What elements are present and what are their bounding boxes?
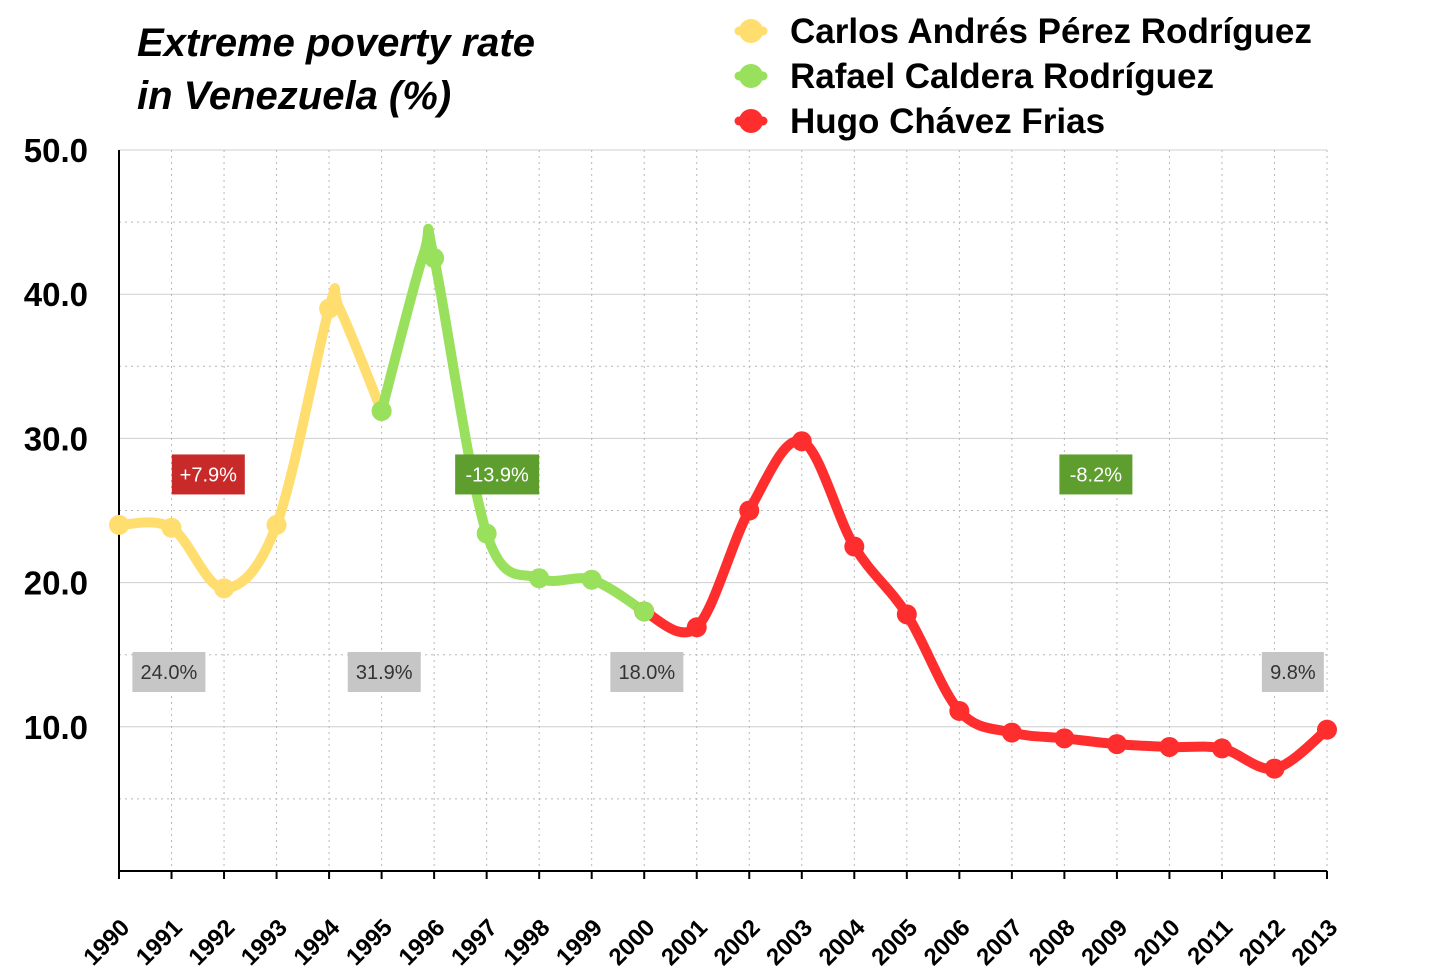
x-tick-label: 2008	[1024, 914, 1081, 971]
annotation-bg	[1261, 652, 1324, 693]
chart-title: Extreme poverty rate in Venezuela (%)	[137, 21, 535, 118]
annotation-bg	[132, 652, 206, 693]
x-tick-label: 1996	[394, 914, 451, 971]
data-point	[949, 700, 970, 721]
data-point	[214, 578, 235, 599]
x-tick-label: 1997	[446, 914, 503, 971]
legend: Carlos Andrés Pérez Rodríguez Rafael Cald…	[734, 12, 1312, 141]
x-tick-label: 2001	[656, 914, 713, 971]
x-tick-label: 2010	[1129, 914, 1186, 971]
legend-label: Hugo Chávez Frias	[790, 102, 1105, 141]
annotation-box: 9.8%	[1261, 652, 1324, 693]
annotation-label: 24.0%	[141, 662, 198, 684]
axes	[118, 150, 1328, 879]
tick-labels: 10.0 20.0 30.0 40.0 50.0 19901991199219931994…	[24, 132, 1343, 971]
annotation-label: -13.9%	[465, 464, 529, 486]
annotation-box: -13.9%	[455, 454, 540, 495]
annotation-box: 31.9%	[347, 652, 421, 693]
annotation-box: -8.2%	[1059, 454, 1133, 495]
legend-swatch-dot	[739, 19, 763, 43]
legend-entry: Hugo Chávez Frias	[734, 102, 1105, 141]
data-point	[371, 401, 392, 422]
y-tick-label: 10.0	[24, 709, 88, 746]
x-tick-label: 1993	[236, 914, 293, 971]
y-tick-label: 30.0	[24, 420, 88, 457]
grid	[119, 149, 1328, 871]
data-point	[319, 298, 340, 319]
series-line	[639, 435, 1332, 774]
y-tick-label: 50.0	[24, 132, 88, 169]
annotation-box: +7.9%	[171, 454, 245, 495]
data-point	[1211, 738, 1232, 759]
annotations: +7.9% -13.9% -8.2% 24.0% 31.9% 18.0% 9.8%	[132, 454, 1324, 693]
data-point	[529, 568, 550, 589]
data-point	[266, 514, 287, 535]
data-point	[1264, 758, 1285, 779]
data-point	[161, 517, 182, 538]
legend-label: Rafael Caldera Rodríguez	[790, 57, 1214, 96]
annotation-bg	[1059, 454, 1133, 495]
annotation-label: +7.9%	[180, 464, 237, 486]
x-tick-label: 1990	[78, 914, 135, 971]
x-tick-label: 2007	[971, 914, 1028, 971]
series-layer	[109, 223, 1337, 779]
annotation-label: 18.0%	[618, 662, 675, 684]
annotation-label: -8.2%	[1070, 464, 1122, 486]
data-point	[1001, 722, 1022, 743]
data-point	[1317, 719, 1337, 740]
legend-swatch-dot	[739, 64, 763, 88]
legend-label: Carlos Andrés Pérez Rodríguez	[790, 12, 1312, 51]
x-tick-label: 2000	[604, 914, 661, 971]
data-point	[686, 617, 707, 638]
x-tick-label: 2002	[709, 914, 766, 971]
data-point	[844, 536, 865, 557]
x-tick-label: 2013	[1286, 914, 1343, 971]
x-tick-label: 1998	[499, 914, 556, 971]
data-point	[476, 523, 497, 544]
annotation-box: 24.0%	[132, 652, 206, 693]
x-tick-label: 2003	[761, 914, 818, 971]
annotation-bg	[455, 454, 540, 495]
data-point	[581, 569, 602, 590]
annotation-label: 31.9%	[356, 662, 413, 684]
x-tick-label: 2009	[1076, 914, 1133, 971]
series-line	[114, 283, 387, 594]
legend-entry: Rafael Caldera Rodríguez	[734, 57, 1214, 96]
annotation-bg	[610, 652, 684, 693]
chart-subtitle: in Venezuela (%)	[137, 74, 451, 118]
x-tick-label: 2005	[866, 914, 923, 971]
x-tick-label: 2012	[1234, 914, 1291, 971]
annotation-bg	[171, 454, 245, 495]
data-point	[424, 248, 445, 269]
x-tick-label: 1992	[183, 914, 240, 971]
legend-entry: Carlos Andrés Pérez Rodríguez	[734, 12, 1312, 51]
legend-swatch-dot	[739, 109, 763, 133]
y-tick-label: 40.0	[24, 276, 88, 313]
annotation-box: 18.0%	[610, 652, 684, 693]
y-tick-label: 20.0	[24, 565, 88, 602]
data-point	[109, 514, 129, 535]
x-tick-label: 2006	[919, 914, 976, 971]
series-line	[376, 223, 650, 617]
data-point	[1106, 734, 1127, 755]
x-tick-label: 2004	[814, 914, 871, 971]
data-point	[1159, 736, 1180, 757]
data-point	[634, 601, 655, 622]
data-point	[739, 500, 760, 521]
x-tick-label: 2011	[1182, 914, 1238, 970]
x-tick-label: 1994	[288, 914, 345, 971]
x-tick-label: 1991	[131, 914, 188, 971]
data-point	[1054, 728, 1075, 749]
annotation-label: 9.8%	[1270, 662, 1316, 684]
annotation-bg	[347, 652, 421, 693]
data-point	[896, 604, 917, 625]
data-point	[791, 431, 812, 452]
chart-title-line1: Extreme poverty rate	[137, 21, 535, 65]
x-tick-label: 1995	[341, 914, 398, 971]
x-tick-label: 1999	[551, 914, 608, 971]
